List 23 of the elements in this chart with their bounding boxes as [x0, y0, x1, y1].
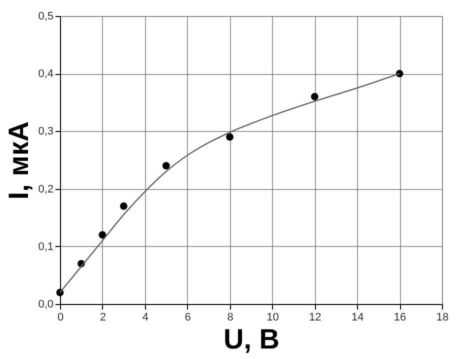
y-axis-title: I, мкА [3, 121, 34, 200]
point [98, 231, 106, 239]
point [226, 133, 234, 141]
y-tick-label: 0,5 [38, 10, 54, 22]
x-tick-label: 12 [309, 312, 322, 324]
x-tick-label: 2 [100, 312, 106, 324]
x-tick-label: 10 [266, 312, 279, 324]
x-tick-label: 18 [436, 312, 449, 324]
point [120, 202, 128, 210]
y-tick-label: 0,1 [38, 240, 54, 253]
x-tick-label: 0 [57, 312, 64, 324]
point [162, 162, 170, 170]
y-tick-label: 0,3 [38, 126, 54, 138]
x-tick-label: 4 [142, 312, 148, 324]
x-tick-label: 16 [394, 312, 406, 324]
x-tick-label: 6 [184, 312, 191, 324]
x-tick-label: 14 [351, 312, 364, 324]
x-tick-label: 8 [227, 312, 234, 324]
point [310, 92, 318, 100]
y-tick-label: 0,0 [38, 298, 54, 310]
x-axis-title: U, B [224, 324, 280, 354]
y-tick-label: 0,4 [38, 68, 54, 80]
y-tick-label: 0,2 [38, 183, 54, 196]
